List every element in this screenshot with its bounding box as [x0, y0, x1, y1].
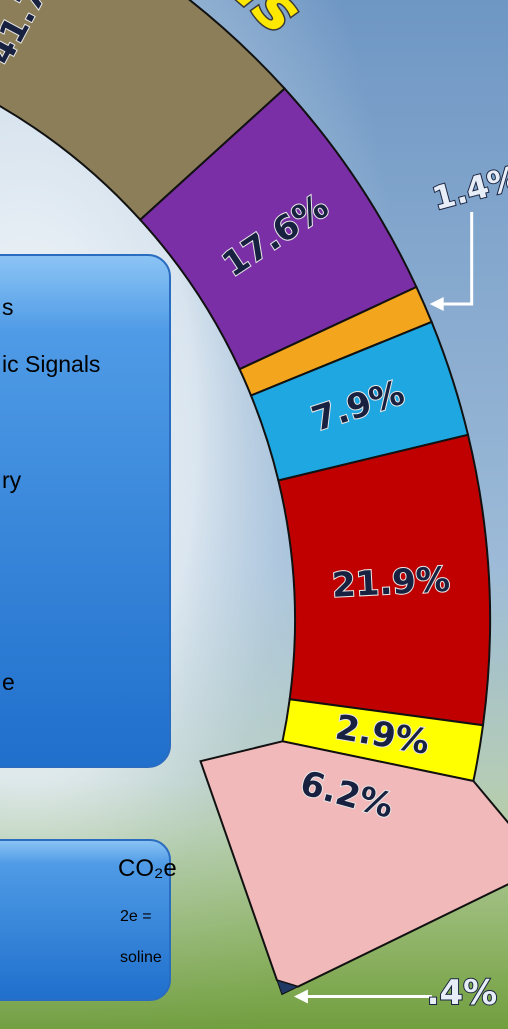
arrowhead-tip	[276, 979, 300, 996]
note-box: CO₂e 2e = soline	[0, 839, 177, 1001]
legend-box: s ic Signals ry e	[0, 254, 171, 768]
value-label: 21.9%	[331, 560, 451, 606]
callout-arrow	[429, 297, 444, 311]
note-heading: CO₂e	[118, 855, 177, 882]
legend-line: e	[2, 669, 15, 695]
note-line: soline	[120, 949, 162, 966]
legend-line: ry	[2, 467, 22, 493]
callout-line	[441, 212, 474, 306]
value-label: .4%	[427, 973, 498, 1013]
legend-box-bg	[0, 254, 171, 768]
callout-arrow	[293, 989, 308, 1004]
note-line: 2e =	[120, 908, 152, 925]
arc-segment	[0, 0, 287, 222]
legend-line: s	[2, 294, 14, 320]
legend-line: ic Signals	[2, 351, 100, 377]
note-box-bg	[0, 839, 171, 1001]
